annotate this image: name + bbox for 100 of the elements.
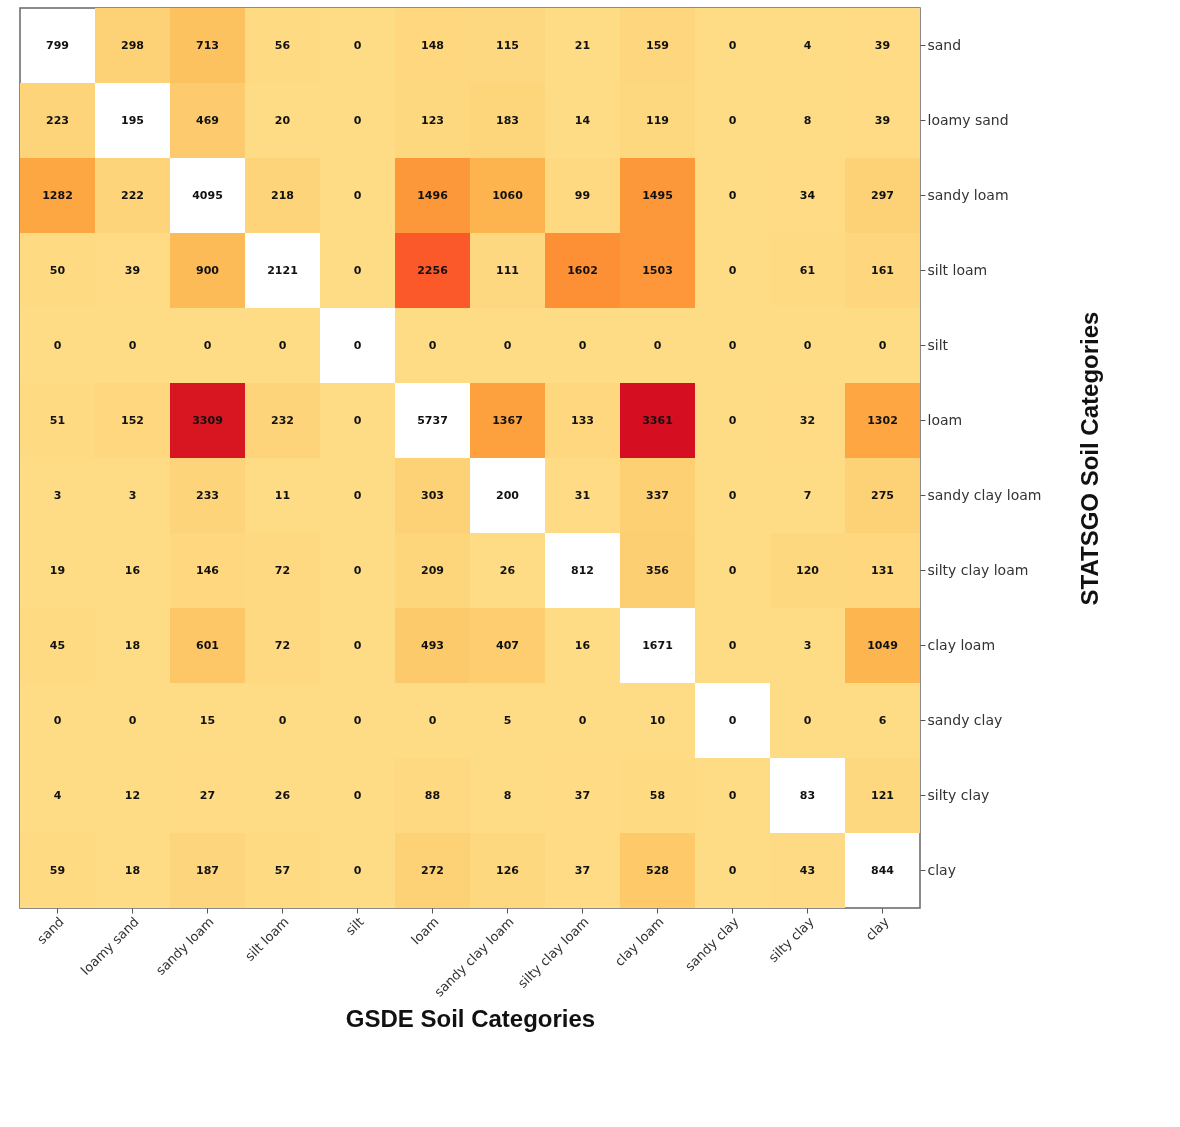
y-tick-label: clay (927, 861, 956, 878)
data-label: 1060 (492, 188, 524, 202)
data-label: 0 (428, 338, 437, 352)
data-label: 39 (124, 263, 141, 277)
data-label: 18 (124, 638, 141, 652)
data-label: 232 (271, 413, 294, 427)
data-label: 21 (574, 38, 591, 52)
data-label: 88 (424, 788, 441, 802)
data-label: 3 (803, 638, 812, 652)
data-label: 0 (728, 38, 737, 52)
data-label: 3 (128, 488, 137, 502)
data-label: 297 (871, 188, 894, 202)
data-label: 133 (571, 413, 594, 427)
data-label: 37 (574, 863, 591, 877)
data-label: 3361 (642, 413, 673, 427)
data-label: 4 (53, 788, 62, 802)
data-label: 218 (271, 188, 294, 202)
data-label: 0 (353, 38, 362, 52)
data-label: 0 (728, 488, 737, 502)
data-label: 1503 (642, 263, 673, 277)
y-axis-title: STATSGO Soil Categories (1075, 311, 1103, 606)
data-label: 275 (871, 488, 894, 502)
data-label: 0 (353, 638, 362, 652)
data-label: 12 (124, 788, 141, 802)
text: 2121 (267, 263, 298, 277)
data-label: 1367 (492, 413, 523, 427)
data-label: 303 (421, 488, 444, 502)
data-label: 337 (646, 488, 669, 502)
data-label: 0 (53, 713, 62, 727)
data-label: 0 (428, 713, 437, 727)
data-label: 0 (728, 788, 737, 802)
data-label: 0 (53, 338, 62, 352)
x-tick-label: clay (862, 913, 892, 944)
data-label: 34 (799, 188, 816, 202)
data-label: 50 (49, 263, 66, 277)
data-label: 0 (203, 338, 212, 352)
data-label: 1495 (642, 188, 673, 202)
data-label: 161 (871, 263, 894, 277)
x-axis-title: GSDE Soil Categories (345, 1004, 596, 1032)
data-label: 2256 (417, 263, 449, 277)
data-label: 18 (124, 863, 141, 877)
y-tick-label: loam (927, 411, 963, 428)
text: 799 (46, 38, 69, 52)
data-label: 15 (199, 713, 216, 727)
data-label: 123 (421, 113, 444, 127)
data-label: 26 (499, 563, 516, 577)
data-label: 8 (803, 113, 812, 127)
data-label: 20 (274, 113, 291, 127)
data-label: 0 (353, 788, 362, 802)
text: 812 (571, 563, 594, 577)
data-label: 51 (49, 413, 66, 427)
data-label: 0 (278, 713, 287, 727)
data-label: 0 (728, 188, 737, 202)
data-label: 31 (574, 488, 591, 502)
data-label: 0 (728, 413, 737, 427)
data-label: 121 (871, 788, 894, 802)
data-label: 0 (353, 563, 362, 577)
y-tick-label: sandy clay loam (927, 486, 1042, 503)
text: 195 (121, 113, 144, 127)
data-label: 0 (353, 113, 362, 127)
y-tick-label: sand (927, 36, 962, 53)
data-label: 61 (799, 263, 816, 277)
text: 0 (353, 338, 362, 352)
data-label: 0 (803, 713, 812, 727)
data-label: 19 (49, 563, 66, 577)
data-label: 0 (128, 713, 137, 727)
data-label: 148 (421, 38, 444, 52)
text: 200 (496, 488, 519, 502)
data-label: 0 (353, 413, 362, 427)
data-label: 1282 (42, 188, 73, 202)
data-label: 0 (803, 338, 812, 352)
data-label: 0 (878, 338, 887, 352)
data-label: 6 (878, 713, 887, 727)
data-label: 146 (196, 563, 220, 577)
data-label: 11 (274, 488, 291, 502)
data-label: 56 (274, 38, 291, 52)
data-label: 356 (646, 563, 670, 577)
data-label: 0 (353, 488, 362, 502)
data-label: 233 (196, 488, 219, 502)
y-tick-label: silt (927, 336, 949, 353)
data-label: 8 (503, 788, 512, 802)
text: 5737 (417, 413, 448, 427)
y-tick-label: clay loam (927, 636, 996, 653)
text: 4095 (192, 188, 223, 202)
data-label: 58 (649, 788, 666, 802)
data-label: 119 (646, 113, 669, 127)
text: 844 (871, 863, 894, 877)
data-label: 99 (574, 188, 591, 202)
data-label: 298 (121, 38, 144, 52)
data-label: 14 (574, 113, 591, 127)
data-label: 209 (421, 563, 444, 577)
data-label: 59 (49, 863, 66, 877)
data-label: 223 (46, 113, 69, 127)
data-label: 72 (274, 563, 291, 577)
data-label: 407 (496, 638, 519, 652)
data-label: 0 (728, 563, 737, 577)
data-label: 0 (653, 338, 662, 352)
data-label: 152 (121, 413, 144, 427)
data-label: 39 (874, 113, 891, 127)
data-label: 131 (871, 563, 894, 577)
